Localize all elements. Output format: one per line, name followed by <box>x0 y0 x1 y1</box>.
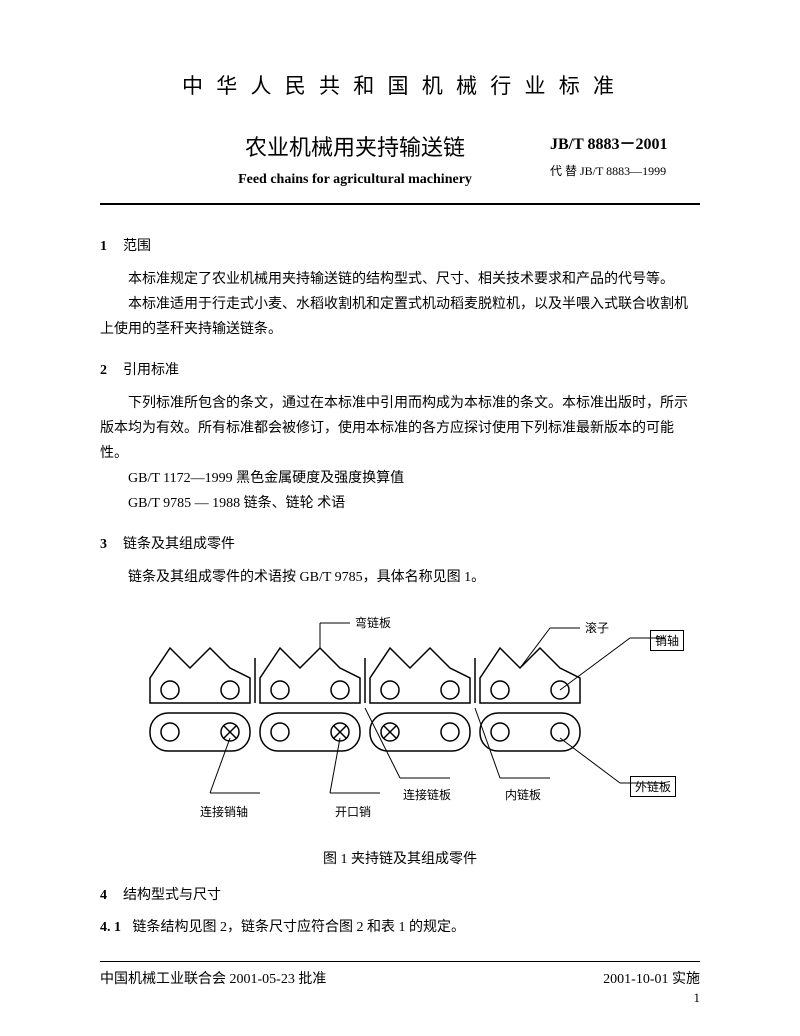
chinese-title: 农业机械用夹持输送链 <box>160 130 550 162</box>
footer-rule <box>100 961 700 962</box>
section-3-head: 3 链条及其组成零件 <box>100 533 700 553</box>
title-right: JB/T 8883－2001 代 替 JB/T 8883—1999 <box>550 130 700 179</box>
section-1-para-2: 本标准适用于行走式小麦、水稻收割机和定置式机动稻麦脱粒机，以及半喂入式联合收割机… <box>100 292 700 342</box>
org-title: 中 华 人 民 共 和 国 机 械 行 业 标 准 <box>100 70 700 100</box>
page-footer: 中国机械工业联合会 2001-05-23 批准 2001-10-01 实施 1 <box>100 961 700 1006</box>
section-4-num: 4 <box>100 888 107 903</box>
subsection-4-1: 4. 1 链条结构见图 2，链条尺寸应符合图 2 和表 1 的规定。 <box>100 916 700 936</box>
section-2-num: 2 <box>100 363 107 378</box>
figure-label-connect-pin: 连接销轴 <box>200 803 248 820</box>
figure-label-cotter: 开口销 <box>335 803 371 820</box>
replace-code: 代 替 JB/T 8883—1999 <box>550 162 700 179</box>
figure-label-inner-plate: 内链板 <box>505 786 541 803</box>
footer-row: 中国机械工业联合会 2001-05-23 批准 2001-10-01 实施 <box>100 968 700 988</box>
section-2-para-1: 下列标准所包含的条文，通过在本标准中引用而构成为本标准的条文。本标准出版时，所示… <box>100 391 700 467</box>
section-4-title: 结构型式与尺寸 <box>123 888 221 903</box>
section-1-head: 1 范围 <box>100 235 700 255</box>
section-3-para-1: 链条及其组成零件的术语按 GB/T 9785，具体名称见图 1。 <box>100 565 700 590</box>
figure-label-roller: 滚子 <box>585 619 609 636</box>
figure-label-bent-plate: 弯链板 <box>355 614 391 631</box>
section-3-num: 3 <box>100 537 107 552</box>
reference-1: GB/T 1172—1999 黑色金属硬度及强度换算值 <box>100 466 700 491</box>
section-2-head: 2 引用标准 <box>100 359 700 379</box>
footer-effective: 2001-10-01 实施 <box>603 968 700 988</box>
reference-2: GB/T 9785 — 1988 链条、链轮 术语 <box>100 491 700 516</box>
standard-code: JB/T 8883－2001 <box>550 130 700 154</box>
figure-label-outer-plate: 外链板 <box>630 776 676 797</box>
page-number: 1 <box>100 990 700 1006</box>
figure-1-caption: 图 1 夹持链及其组成零件 <box>100 848 700 868</box>
section-1-title: 范围 <box>123 239 151 254</box>
header-rule <box>100 203 700 205</box>
footer-approved: 中国机械工业联合会 2001-05-23 批准 <box>100 968 326 988</box>
title-row: 农业机械用夹持输送链 Feed chains for agricultural … <box>100 130 700 188</box>
figure-label-connect-plate: 连接链板 <box>403 786 451 803</box>
section-3-title: 链条及其组成零件 <box>123 537 235 552</box>
subsection-4-1-text: 链条结构见图 2，链条尺寸应符合图 2 和表 1 的规定。 <box>133 920 466 935</box>
figure-1: 弯链板 滚子 销轴 连接销轴 开口销 连接链板 内链板 外链板 <box>120 608 680 838</box>
figure-label-pin: 销轴 <box>650 630 684 651</box>
section-1-num: 1 <box>100 239 107 254</box>
subsection-4-1-num: 4. 1 <box>100 920 121 935</box>
title-left: 农业机械用夹持输送链 Feed chains for agricultural … <box>100 130 550 188</box>
section-1-para-1: 本标准规定了农业机械用夹持输送链的结构型式、尺寸、相关技术要求和产品的代号等。 <box>100 267 700 292</box>
section-2-title: 引用标准 <box>123 363 179 378</box>
section-4-head: 4 结构型式与尺寸 <box>100 884 700 904</box>
english-title: Feed chains for agricultural machinery <box>160 172 550 188</box>
